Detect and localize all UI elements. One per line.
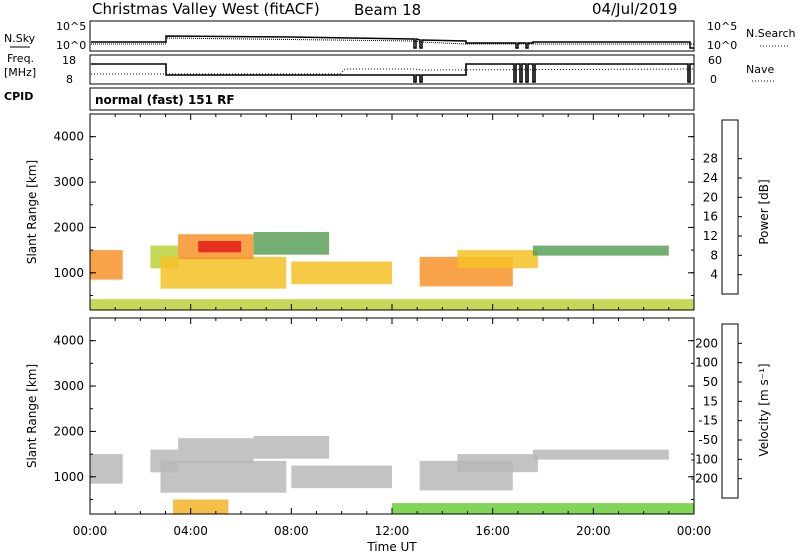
- power-colorbar-tick-label: 16: [703, 210, 718, 224]
- power-ytick-label: 2000: [53, 220, 84, 234]
- time-tick-label: 12:00: [375, 524, 410, 538]
- nave-tick-bottom: 0: [710, 73, 717, 86]
- velocity-region: [173, 499, 229, 514]
- power-colorbar-frame: [721, 119, 739, 295]
- power-region: [198, 241, 241, 253]
- power-region: [160, 256, 287, 289]
- power-ylabel: Slant Range [km]: [25, 160, 39, 264]
- nsky-line: [91, 35, 694, 49]
- noise-panel: [89, 20, 695, 52]
- power-region: [90, 250, 123, 280]
- power-region: [532, 245, 669, 256]
- velocity-region: [392, 503, 694, 514]
- velocity-region: [253, 436, 330, 459]
- cpid-label: CPID: [4, 90, 33, 103]
- power-region: [457, 250, 538, 269]
- nsky-label: N.Sky: [4, 32, 36, 45]
- power-heatmap: [90, 232, 694, 310]
- freq-line: [91, 63, 694, 83]
- time-tick-label: 20:00: [576, 524, 611, 538]
- beam-label: Beam 18: [354, 1, 421, 19]
- power-colorbar-tick-label: 4: [710, 268, 718, 282]
- velocity-heatmap: [90, 436, 694, 514]
- freq-tick-top: 18: [62, 54, 76, 67]
- freq-tick-bottom: 8: [66, 73, 73, 86]
- velocity-ytick-label: 1000: [53, 470, 84, 484]
- freq-panel: [89, 54, 695, 85]
- time-tick-label: 00:00: [677, 524, 712, 538]
- freq-label-1: Freq.: [7, 52, 34, 65]
- velocity-region: [160, 460, 287, 493]
- power-colorbar-tick-label: 12: [703, 229, 718, 243]
- noise-tick-top-left: 10^5: [56, 20, 86, 33]
- nave-tick-top: 60: [708, 54, 722, 67]
- time-axis-label: Time UT: [366, 540, 417, 554]
- power-colorbar-tick-label: 8: [710, 248, 718, 262]
- power-colorbar: 4 8 12 16 20 24 28: [703, 119, 742, 295]
- power-region: [291, 261, 392, 285]
- nave-label: Nave: [746, 63, 774, 76]
- velocity-region: [178, 438, 254, 464]
- nave-line: [91, 68, 695, 75]
- time-tick-label: 00:00: [73, 524, 108, 538]
- velocity-ytick-label: 3000: [53, 379, 84, 393]
- freq-label-2: [MHz]: [4, 66, 36, 79]
- time-axis: 00:00 04:00 08:00 12:00 16:00 20:00 00:00: [73, 524, 712, 538]
- velocity-colorbar-tick-label: -200: [691, 472, 718, 486]
- velocity-axes: 1000 2000 3000 4000: [53, 318, 695, 514]
- velocity-colorbar-tick-label: -50: [698, 433, 718, 447]
- velocity-colorbar-frame: [721, 323, 739, 499]
- velocity-colorbar-tick-label: -15: [698, 414, 718, 428]
- power-ytick-label: 1000: [53, 266, 84, 280]
- station-title: Christmas Valley West (fitACF): [92, 0, 320, 18]
- velocity-ytick-label: 2000: [53, 424, 84, 438]
- velocity-colorbar-tick-label: 100: [695, 356, 718, 370]
- power-axes: 1000 2000 3000 4000: [53, 114, 695, 310]
- noise-tick-top-right: 10^5: [707, 20, 737, 33]
- time-tick-label: 16:00: [475, 524, 510, 538]
- velocity-colorbar-label: Velocity [m s⁻¹]: [757, 363, 771, 456]
- power-colorbar-tick-label: 20: [703, 190, 718, 204]
- time-tick-label: 04:00: [173, 524, 208, 538]
- velocity-ytick-label: 4000: [53, 334, 84, 348]
- date-label: 04/Jul/2019: [592, 0, 677, 18]
- velocity-colorbar-tick-label: -100: [691, 452, 718, 466]
- velocity-colorbar: 200 100 50 15 -15 -50 -100 -200: [691, 323, 742, 499]
- cpid-panel: [89, 87, 695, 111]
- time-tick-label: 08:00: [274, 524, 309, 538]
- velocity-colorbar-tick-label: 15: [703, 394, 718, 408]
- nsearch-label: N.Search: [746, 27, 796, 40]
- velocity-colorbar-tick-label: 200: [695, 336, 718, 350]
- cpid-value: normal (fast) 151 RF: [95, 93, 235, 107]
- noise-trace: [91, 35, 694, 49]
- noise-tick-bottom-left: 10^0: [56, 39, 86, 52]
- velocity-region: [457, 454, 538, 473]
- velocity-colorbar-tick-label: 50: [703, 375, 718, 389]
- velocity-region: [532, 449, 669, 460]
- power-colorbar-tick-label: 28: [703, 152, 718, 166]
- nsearch-line: [91, 37, 694, 45]
- velocity-region: [291, 465, 392, 489]
- power-region: [253, 232, 330, 255]
- velocity-region: [90, 454, 123, 484]
- noise-tick-bottom-right: 10^0: [707, 39, 737, 52]
- power-colorbar-tick-label: 24: [703, 171, 718, 185]
- power-ytick-label: 4000: [53, 130, 84, 144]
- velocity-ylabel: Slant Range [km]: [25, 364, 39, 468]
- power-ytick-label: 3000: [53, 175, 84, 189]
- power-colorbar-label: Power [dB]: [757, 179, 771, 244]
